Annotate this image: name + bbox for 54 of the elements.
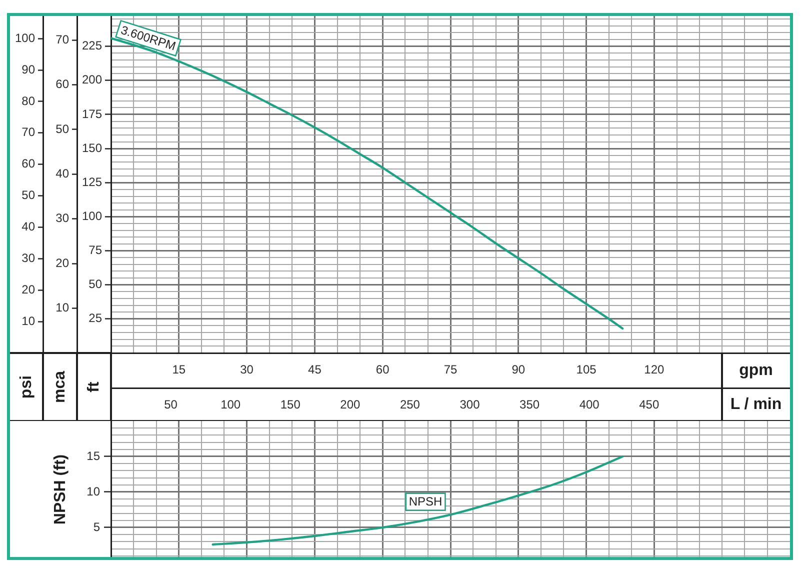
y-tick-label: 5 <box>93 520 100 534</box>
x-tick-label: 75 <box>444 362 458 377</box>
x-axis-title: gpm <box>739 362 773 379</box>
y2-tick-label: 60 <box>56 77 70 92</box>
y3-tick-label: 20 <box>22 282 36 296</box>
series-label: NPSH <box>408 494 442 509</box>
y3-axis-title: psi <box>18 375 35 399</box>
y2-tick-label: 10 <box>56 300 70 315</box>
line-series <box>212 455 624 546</box>
x2-axis-title: L / min <box>730 396 782 413</box>
y2-tick-label: 20 <box>56 256 70 270</box>
y3-tick-label: 70 <box>22 125 36 140</box>
y3-tick-label: 60 <box>22 156 36 171</box>
x2-tick-label: 400 <box>579 398 600 412</box>
y-tick-label: 25 <box>88 311 102 326</box>
x2-tick-label: 450 <box>639 398 660 412</box>
y-axis-title: NPSH (ft) <box>52 454 69 525</box>
y-tick-label: 200 <box>82 72 102 87</box>
y-tick-label: 10 <box>86 484 100 498</box>
y3-tick-label: 10 <box>22 314 36 328</box>
y-tick-label: 50 <box>88 277 102 292</box>
y2-tick-label: 40 <box>56 166 70 180</box>
y-tick-label: 225 <box>82 38 102 53</box>
x2-tick-label: 50 <box>164 398 178 412</box>
x2-tick-label: 300 <box>460 398 480 412</box>
y3-tick-label: 30 <box>22 250 36 265</box>
y-tick-label: 75 <box>88 243 102 258</box>
y2-axis-title: mca <box>51 370 68 404</box>
y-tick-label: 125 <box>82 174 102 189</box>
y3-tick-label: 100 <box>14 30 36 45</box>
x-tick-label: 90 <box>512 362 526 377</box>
x-tick-label: 120 <box>644 362 665 377</box>
x-tick-label: 105 <box>576 362 597 377</box>
y3-tick-label: 50 <box>22 188 36 202</box>
y2-tick-label: 70 <box>56 32 70 46</box>
x2-tick-label: 200 <box>340 398 360 412</box>
y3-tick-label: 40 <box>22 220 36 234</box>
y3-tick-label: 90 <box>22 62 36 76</box>
y2-tick-label: 50 <box>56 122 70 136</box>
x-tick-label: 45 <box>308 362 322 377</box>
y-tick-label: 150 <box>82 140 102 155</box>
x-tick-label: 30 <box>240 362 254 377</box>
y-tick-label: 15 <box>86 448 100 463</box>
x2-tick-label: 250 <box>400 398 420 412</box>
y-tick-label: 100 <box>82 209 102 224</box>
y-tick-label: 175 <box>82 106 102 121</box>
y2-tick-label: 30 <box>56 211 70 226</box>
x-tick-label: 60 <box>376 362 390 377</box>
x-tick-label: 15 <box>172 362 186 377</box>
y-axis-title: ft <box>85 381 102 392</box>
y3-tick-label: 80 <box>22 94 36 108</box>
x2-tick-label: 350 <box>520 398 540 412</box>
x2-tick-label: 100 <box>220 398 241 412</box>
x2-tick-label: 150 <box>280 398 301 412</box>
